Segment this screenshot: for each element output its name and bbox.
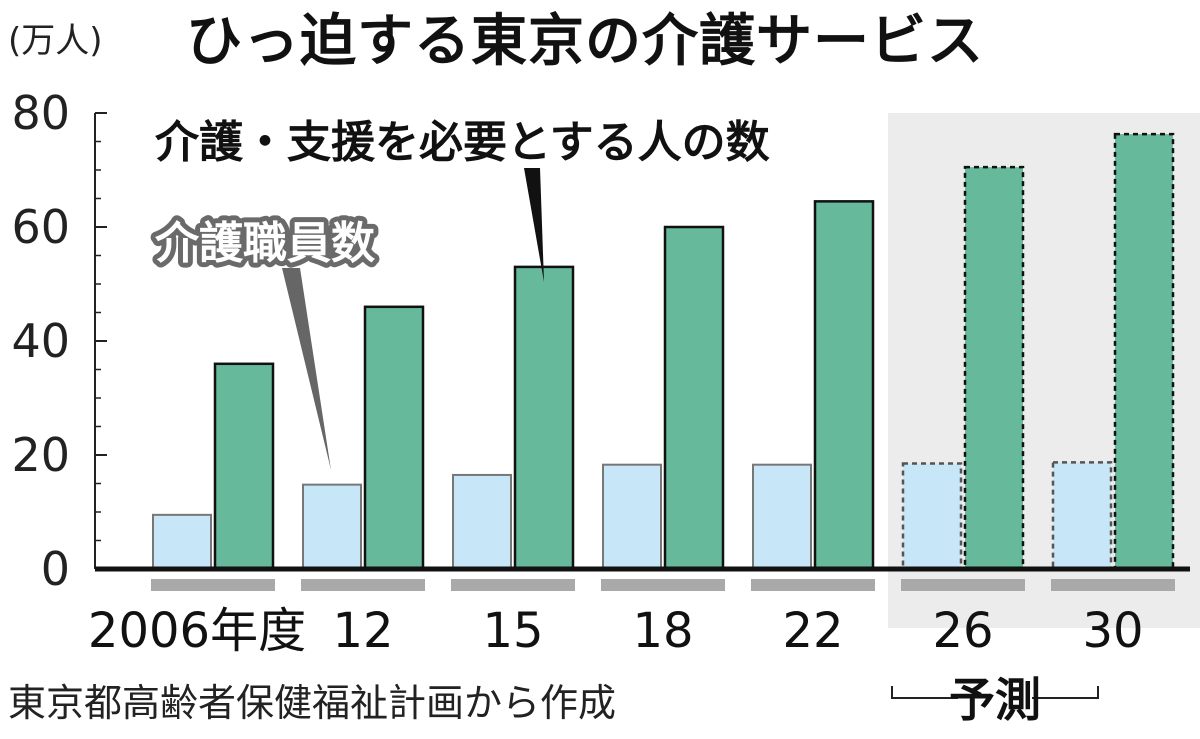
y-tick-label: 60 (11, 200, 70, 254)
source-note: 東京都高齢者保健福祉計画から作成 (8, 681, 616, 725)
y-tick-label: 20 (11, 428, 70, 482)
bar-staff (602, 463, 662, 570)
staff-callout-pointer (282, 268, 331, 470)
bar-need (513, 265, 575, 571)
period-bar (601, 579, 725, 591)
y-tick-label: 80 (11, 86, 70, 140)
period-bars (151, 579, 1175, 591)
bars (152, 132, 1175, 571)
bar-need (363, 305, 425, 571)
legend-staff-label: 介護職員数 (155, 218, 375, 269)
forecast-bracket (891, 686, 1099, 699)
period-bar (151, 579, 275, 591)
x-tick-label: 22 (782, 603, 843, 659)
y-tick-label: 40 (11, 314, 70, 368)
period-bar (451, 579, 575, 591)
chart-title: ひっ迫する東京の介護サービス (186, 9, 984, 74)
unit-label: (万人) (8, 21, 103, 61)
need-callout-pointer (524, 168, 544, 282)
x-tick-label: 26 (932, 603, 993, 659)
bar-staff (752, 463, 812, 570)
bar-need (1113, 132, 1175, 571)
bar-need (663, 225, 725, 571)
x-axis-ticks: 2006年度 12 15 18 22 26 30 (88, 603, 1144, 659)
bar-staff (302, 483, 362, 571)
bar-staff (1051, 461, 1113, 571)
period-bar (301, 579, 425, 591)
legend-need-label: 介護・支援を必要とする人の数 (155, 117, 770, 168)
bar-staff (152, 513, 212, 570)
bar-staff (452, 473, 512, 571)
x-tick-label: 30 (1082, 603, 1143, 659)
forecast-label: 予測 (949, 673, 1041, 727)
y-axis-ticks: 0 20 40 60 80 (11, 86, 107, 596)
x-tick-label: 15 (482, 603, 543, 659)
bar-need (963, 165, 1025, 571)
x-tick-label: 12 (332, 603, 393, 659)
bar-need (213, 362, 275, 571)
x-tick-label: 18 (632, 603, 693, 659)
period-bar (751, 579, 875, 591)
x-tick-label: 2006年度 (88, 603, 306, 659)
y-tick-label: 0 (41, 542, 70, 596)
period-bar (901, 579, 1025, 591)
bar-staff (901, 462, 963, 571)
period-bar (1051, 579, 1175, 591)
bar-need (813, 200, 875, 571)
